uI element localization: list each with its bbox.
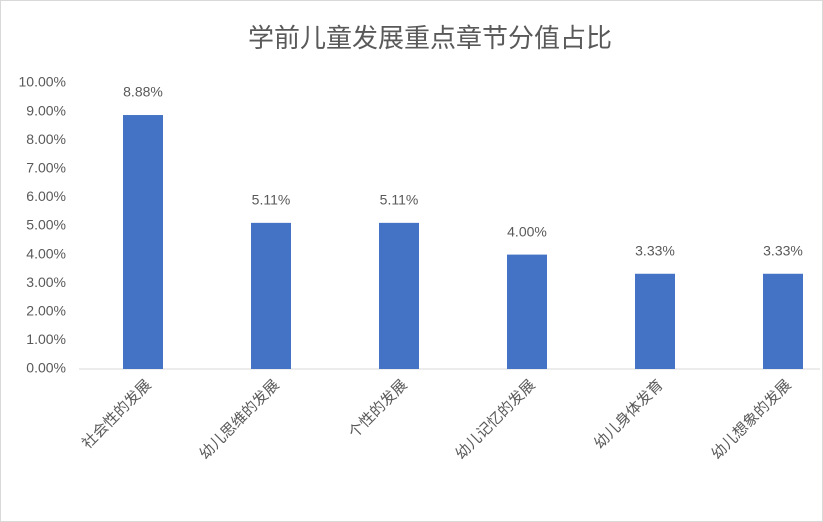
y-tick-label: 7.00% (26, 160, 66, 176)
y-tick-label: 6.00% (26, 188, 66, 204)
bar (379, 222, 419, 369)
y-tick-label: 5.00% (26, 217, 66, 233)
bar (763, 273, 803, 369)
y-tick-label: 0.00% (26, 360, 66, 376)
y-tick-label: 3.00% (26, 274, 66, 290)
data-label: 3.33% (635, 242, 675, 258)
data-label: 5.11% (252, 192, 291, 208)
y-tick-label: 8.00% (26, 131, 66, 147)
y-tick-label: 9.00% (26, 102, 66, 118)
data-label: 3.33% (763, 242, 803, 258)
data-label: 4.00% (507, 223, 547, 239)
bar (635, 273, 675, 369)
y-tick-label: 2.00% (26, 303, 66, 319)
data-label: 5.11% (380, 192, 419, 208)
bar (123, 115, 163, 369)
chart-title: 学前儿童发展重点章节分值占比 (248, 23, 612, 53)
data-label: 8.88% (123, 84, 163, 100)
y-tick-label: 10.00% (19, 74, 66, 90)
y-tick-label: 1.00% (26, 331, 66, 347)
bar (507, 254, 547, 369)
y-tick-label: 4.00% (26, 245, 66, 261)
bar (251, 222, 291, 369)
